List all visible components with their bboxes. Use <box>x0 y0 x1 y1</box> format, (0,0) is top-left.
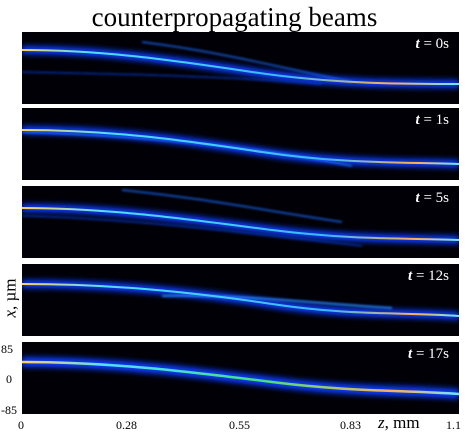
beam-core <box>22 49 459 85</box>
time-label: t = 12s <box>408 268 449 284</box>
beam-secondary <box>121 189 343 223</box>
x-tick-label: 0.55 <box>229 418 250 432</box>
panel-t17: t = 17s <box>22 342 459 414</box>
beam-core <box>22 207 459 241</box>
y-tick-label: 0 <box>6 372 12 386</box>
beam-plot <box>22 126 459 168</box>
beam-tertiary <box>22 71 323 85</box>
beam-plot <box>22 280 459 320</box>
x-tick-label: 0.28 <box>116 418 137 432</box>
panel-t5: t = 5s <box>22 186 459 258</box>
x-tick-label: 0 <box>18 418 24 432</box>
beam-secondary <box>141 41 353 83</box>
time-label: t = 0s <box>415 36 449 52</box>
beam-tertiary <box>22 215 363 247</box>
x-tick-label: 0.83 <box>340 418 361 432</box>
time-label: t = 17s <box>408 346 449 362</box>
beam-core <box>22 283 459 317</box>
panel-t0: t = 0s <box>22 32 459 104</box>
x-axis-label: z, mm <box>378 413 420 432</box>
beam-core <box>22 360 459 396</box>
y-tick-label: 85 <box>1 342 13 356</box>
beam-glow <box>22 204 459 244</box>
beam-plot <box>22 41 459 88</box>
y-axis-label: x, µm <box>0 278 20 318</box>
beam-core <box>22 129 459 165</box>
beam-plot <box>22 189 459 247</box>
time-label: t = 1s <box>415 112 449 128</box>
beam-plot <box>22 357 459 399</box>
x-tick-label: 1.1 <box>446 418 461 432</box>
time-label: t = 5s <box>415 190 449 206</box>
panel-t1: t = 1s <box>22 108 459 180</box>
panel-t12: t = 12s <box>22 264 459 336</box>
beam-secondary <box>161 294 393 309</box>
figure-title: counterpropagating beams <box>91 2 378 32</box>
y-tick-label: -85 <box>1 403 17 417</box>
